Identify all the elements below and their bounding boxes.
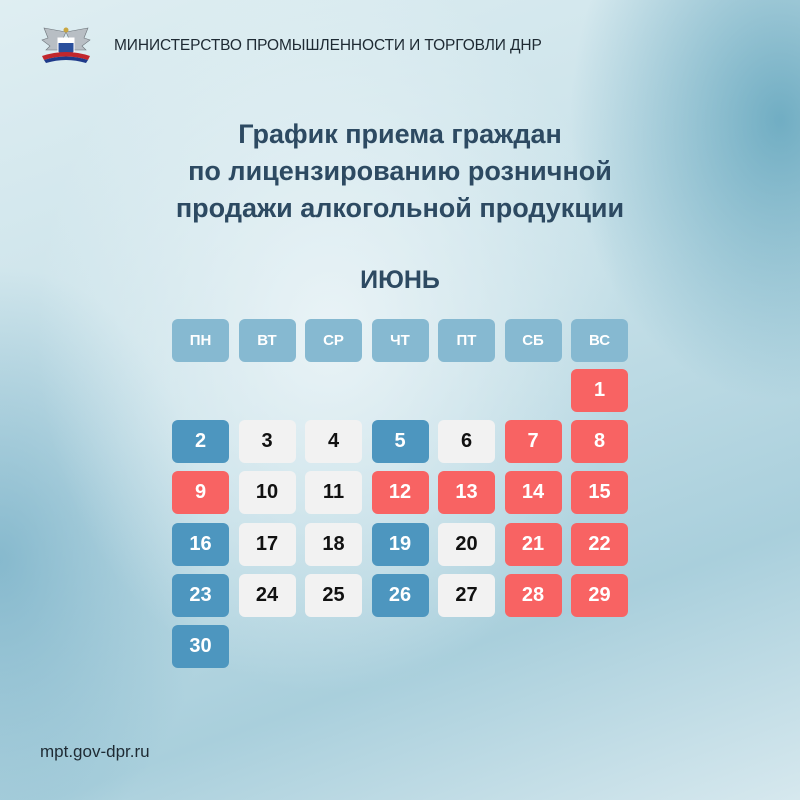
weekday-header-4: ЧТ	[371, 319, 429, 362]
day-cell-4-regular: 4	[305, 420, 362, 464]
day-cell-2-reception: 2	[172, 420, 229, 464]
day-cell-10-regular: 10	[238, 471, 296, 515]
day-cell-16-reception: 16	[172, 522, 229, 566]
day-cell-21-holiday: 21	[504, 522, 562, 566]
day-cell-24-regular: 24	[238, 573, 296, 617]
day-cell-26-reception: 26	[371, 573, 429, 617]
weekday-header-6: СБ	[504, 319, 562, 362]
day-cell-15-holiday: 15	[571, 471, 628, 515]
weekday-header-5: ПТ	[438, 319, 495, 362]
day-cell-1-holiday: 1	[571, 369, 628, 412]
day-cell-11-regular: 11	[305, 471, 362, 515]
day-cell-13-holiday: 13	[438, 471, 495, 515]
weekday-header-2: ВТ	[238, 319, 296, 362]
day-cell-23-reception: 23	[172, 573, 229, 617]
day-cell-27-regular: 27	[438, 573, 495, 617]
day-cell-18-regular: 18	[305, 522, 362, 566]
title-line: График приема граждан	[238, 119, 562, 149]
day-cell-20-regular: 20	[438, 522, 495, 566]
month-label: ИЮНЬ	[360, 266, 440, 294]
page-title: График приема граждан по лицензированию …	[0, 116, 800, 227]
day-cell-8-holiday: 8	[571, 420, 628, 464]
header: МИНИСТЕРСТВО ПРОМЫШЛЕННОСТИ И ТОРГОВЛИ Д…	[38, 26, 542, 66]
day-cell-28-holiday: 28	[504, 573, 562, 617]
day-cell-12-holiday: 12	[371, 471, 429, 515]
day-cell-6-regular: 6	[438, 420, 495, 464]
title-line: продажи алкогольной продукции	[175, 193, 625, 223]
weekday-header-7: ВС	[571, 319, 628, 362]
day-cell-14-holiday: 14	[504, 471, 562, 515]
day-cell-22-holiday: 22	[571, 522, 628, 566]
title-line: по лицензированию розничной	[188, 156, 612, 186]
day-cell-3-regular: 3	[238, 420, 296, 464]
website-url[interactable]: mpt.gov-dpr.ru	[40, 742, 150, 761]
day-cell-7-holiday: 7	[504, 420, 562, 464]
coat-of-arms-logo	[41, 27, 91, 63]
day-cell-5-reception: 5	[371, 420, 429, 464]
day-cell-29-holiday: 29	[571, 573, 628, 617]
day-cell-17-regular: 17	[238, 522, 296, 566]
day-cell-25-regular: 25	[305, 573, 362, 617]
weekday-header-1: ПН	[172, 319, 229, 362]
ministry-name: МИНИСТЕРСТВО ПРОМЫШЛЕННОСТИ И ТОРГОВЛИ Д…	[114, 37, 542, 54]
day-cell-19-reception: 19	[371, 522, 429, 566]
day-cell-30-reception: 30	[172, 625, 229, 668]
weekday-header-3: СР	[305, 319, 362, 362]
day-cell-9-holiday: 9	[172, 471, 229, 515]
